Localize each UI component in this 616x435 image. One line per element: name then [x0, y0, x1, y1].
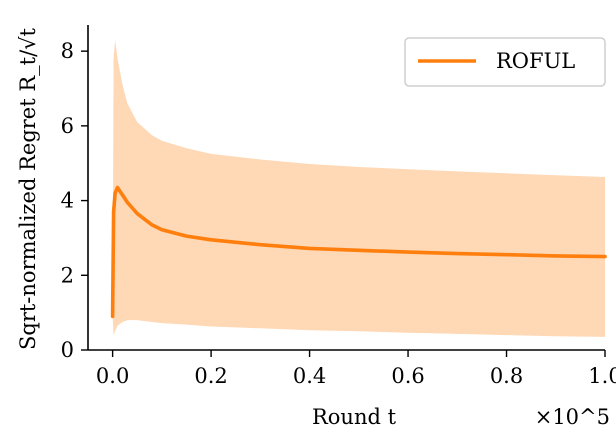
y-tick-label: 2: [61, 263, 74, 287]
x-tick-label: 1.0: [588, 364, 616, 388]
confidence-band: [112, 39, 605, 337]
x-tick-label: 0.6: [391, 364, 424, 388]
legend: ROFUL: [404, 37, 606, 87]
x-tick-label: 0.4: [293, 364, 326, 388]
legend-label-roful: ROFUL: [496, 49, 575, 73]
y-tick-label: 0: [61, 338, 74, 362]
x-tick-label: 0.2: [194, 364, 227, 388]
y-tick-label: 4: [61, 189, 74, 213]
y-ticks: 0 2 4 6 8: [61, 39, 88, 362]
y-tick-label: 8: [61, 39, 74, 63]
x-tick-label: 0.8: [490, 364, 523, 388]
legend-box: [404, 37, 606, 87]
y-tick-label: 6: [61, 114, 74, 138]
x-multiplier-label: ×10^5: [535, 405, 610, 429]
x-axis-label: Round t: [312, 405, 397, 429]
series-line-roful: [110, 185, 607, 319]
plot-area: [110, 39, 607, 337]
x-tick-label: 0.0: [96, 364, 129, 388]
x-ticks: 0.0 0.2 0.4 0.6 0.8 1.0: [96, 350, 616, 388]
y-axis-label: Sqrt-normalized Regret R_t/√t: [16, 27, 40, 350]
